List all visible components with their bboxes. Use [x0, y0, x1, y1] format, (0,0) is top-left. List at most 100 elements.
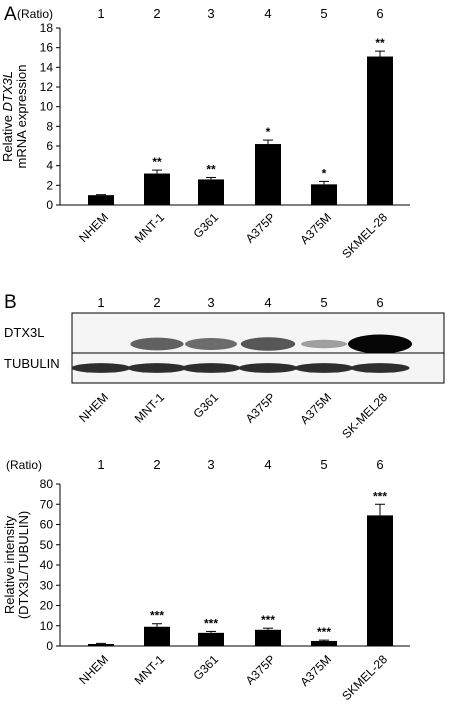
y-axis-label: Relative DTX3L: [0, 71, 15, 162]
category-label: G361: [190, 652, 221, 683]
y-axis-label: mRNA expression: [14, 64, 29, 168]
blot-lane-number: 5: [320, 295, 327, 310]
y-tick-label: 60: [40, 518, 54, 532]
blot-band: [350, 363, 410, 373]
blot-band: [294, 363, 354, 373]
blot-band: [71, 363, 131, 373]
category-label: A375M: [297, 652, 334, 689]
bar: [311, 640, 337, 646]
blot-lane-label: SK-MEL28: [339, 390, 390, 441]
blot-band: [301, 339, 347, 349]
category-label: A375P: [243, 652, 278, 687]
blot-lane-label: NHEM: [76, 390, 111, 425]
y-tick-label: 70: [40, 497, 54, 511]
lane-number: 3: [207, 457, 214, 472]
y-tick-label: 18: [40, 21, 54, 35]
blot-lane-label: A375P: [243, 390, 278, 425]
blot-band: [185, 338, 237, 350]
category-label: MNT-1: [132, 210, 168, 246]
ratio-label: (Ratio): [6, 458, 42, 472]
lane-number: 6: [376, 457, 383, 472]
lane-number: 3: [207, 6, 214, 21]
lane-number: 1: [97, 457, 104, 472]
lane-number: 1: [97, 6, 104, 21]
bar: [367, 56, 393, 206]
chart-b: (Ratio) 1 2 3 4 5 601020304050607080NHEM***MNT…: [2, 457, 410, 703]
significance-label: ***: [261, 613, 275, 627]
blot-lane-label: G361: [190, 390, 221, 421]
blot-lane-number: 1: [97, 295, 104, 310]
panel-b-letter: B: [4, 292, 17, 313]
significance-label: **: [375, 36, 385, 50]
lane-number: 5: [320, 457, 327, 472]
blot-row-label: DTX3L: [4, 325, 44, 340]
y-tick-label: 50: [40, 538, 54, 552]
category-label: SKMEL-28: [339, 210, 390, 261]
ratio-label: (Ratio): [17, 7, 53, 21]
category-label: A375M: [297, 210, 334, 247]
blot-lane-number: 6: [376, 295, 383, 310]
blot-band: [181, 363, 241, 373]
category-label: SKMEL-28: [339, 652, 390, 703]
significance-label: ***: [373, 489, 387, 503]
bar: [144, 626, 170, 646]
lane-number: 4: [264, 6, 271, 21]
y-tick-label: 80: [40, 477, 54, 491]
blot-band: [127, 363, 187, 373]
category-label: NHEM: [76, 652, 111, 687]
significance-label: **: [206, 162, 216, 176]
blot-row-label: TUBULIN: [4, 356, 60, 371]
y-tick-label: 30: [40, 578, 54, 592]
bar: [198, 632, 224, 646]
blot-band: [348, 334, 412, 354]
lane-number: 2: [153, 457, 160, 472]
blot-lane-label: MNT-1: [132, 390, 168, 426]
blot-lane-label: A375M: [297, 390, 334, 427]
western-blot: 1 2 3 4 5 6 DTX3L TUBULIN NHEM MNT-1 G361 A375P A375…: [4, 295, 445, 441]
lane-number: 4: [264, 457, 271, 472]
blot-lane-number: 4: [264, 295, 271, 310]
chart-a: (Ratio) 1 2 3 4 5 6024681012141618NHEM**MNT-1*…: [0, 6, 410, 261]
y-tick-label: 40: [40, 558, 54, 572]
bar: [88, 195, 114, 205]
bar: [144, 173, 170, 205]
significance-label: *: [322, 166, 327, 180]
category-label: A375P: [243, 210, 278, 245]
y-tick-label: 10: [40, 100, 54, 114]
y-tick-label: 14: [40, 60, 54, 74]
lane-number: 2: [153, 6, 160, 21]
y-axis-label: Relative intensity: [2, 515, 17, 614]
blot-band: [238, 363, 298, 373]
bar: [88, 643, 114, 646]
y-tick-label: 8: [46, 119, 53, 133]
blot-lane-number: 2: [153, 295, 160, 310]
blot-band: [130, 337, 184, 351]
significance-label: **: [152, 155, 162, 169]
y-tick-label: 20: [40, 599, 54, 613]
blot-lane-number: 3: [207, 295, 214, 310]
bar: [367, 515, 393, 646]
panel-a-letter: A: [4, 4, 17, 25]
bar: [255, 144, 281, 205]
significance-label: ***: [317, 625, 331, 639]
y-tick-label: 6: [46, 139, 53, 153]
blot-band: [240, 337, 296, 351]
lane-number: 5: [320, 6, 327, 21]
category-label: G361: [190, 210, 221, 241]
significance-label: *: [266, 125, 271, 139]
y-tick-label: 2: [46, 178, 53, 192]
bar: [255, 629, 281, 646]
y-tick-label: 0: [46, 639, 53, 653]
y-tick-label: 16: [40, 41, 54, 55]
bar: [198, 179, 224, 205]
lane-number: 6: [376, 6, 383, 21]
category-label: MNT-1: [132, 652, 168, 688]
y-tick-label: 4: [46, 159, 53, 173]
y-tick-label: 10: [40, 619, 54, 633]
y-tick-label: 0: [46, 198, 53, 212]
significance-label: ***: [150, 609, 164, 623]
bar: [311, 184, 337, 205]
y-axis-label: (DTX3L/TUBULIN): [16, 511, 31, 619]
category-label: NHEM: [76, 210, 111, 245]
